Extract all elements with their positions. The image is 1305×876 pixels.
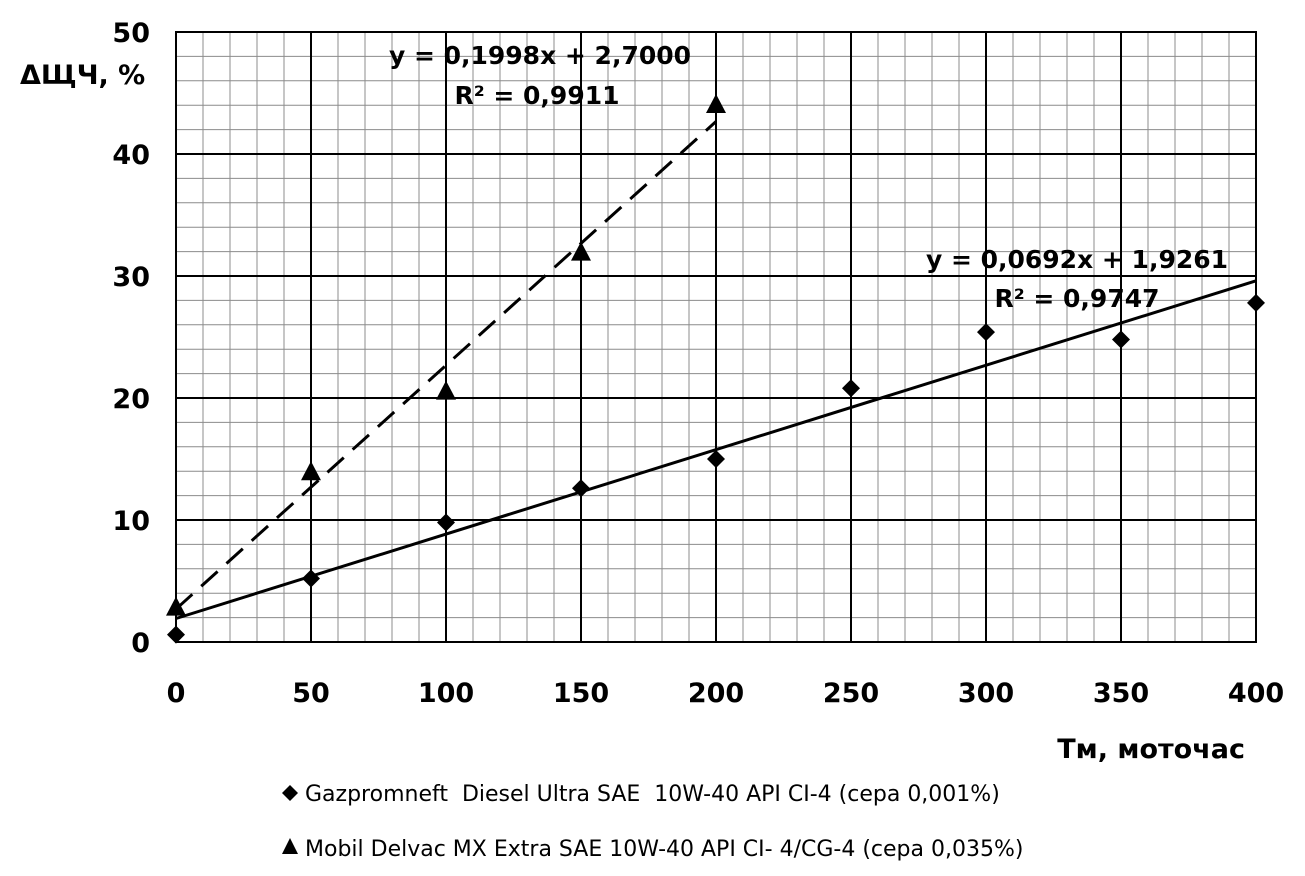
gazpromneft-point bbox=[1112, 330, 1130, 349]
mobil-point bbox=[571, 241, 591, 261]
legend-label-mobil: Mobil Delvac MX Extra SAE 10W-40 API CI-… bbox=[305, 837, 1023, 862]
gazpromneft-trend-equation: y = 0,0692x + 1,9261 bbox=[926, 245, 1228, 274]
tick-labels: 0 50 100 150 200 250 300 350 400 0 10 20 30 40 50 bbox=[112, 18, 1284, 709]
x-tick-label: 50 bbox=[292, 678, 330, 709]
mobil-trend-r2: R² = 0,9911 bbox=[454, 81, 619, 110]
x-tick-label: 400 bbox=[1228, 678, 1284, 709]
mobil-point bbox=[301, 461, 321, 481]
legend-label-gazpromneft: Gazpromneft Diesel Ultra SAE 10W-40 API … bbox=[305, 782, 1000, 807]
y-tick-label: 30 bbox=[112, 262, 150, 293]
legend-item-mobil: Mobil Delvac MX Extra SAE 10W-40 API CI-… bbox=[282, 837, 1023, 862]
mobil-point bbox=[166, 596, 186, 616]
x-tick-label: 350 bbox=[1093, 678, 1149, 709]
gazpromneft-point bbox=[302, 569, 320, 588]
y-tick-label: 10 bbox=[112, 506, 150, 537]
x-tick-label: 200 bbox=[688, 678, 744, 709]
x-tick-label: 100 bbox=[418, 678, 474, 709]
mobil-point bbox=[706, 93, 726, 113]
y-tick-label: 40 bbox=[112, 140, 150, 171]
x-tick-label: 250 bbox=[823, 678, 879, 709]
gazpromneft-point bbox=[977, 323, 995, 342]
gazpromneft-point bbox=[707, 450, 725, 468]
gazpromneft-trendline bbox=[175, 279, 1257, 620]
gazpromneft-trend-r2: R² = 0,9747 bbox=[994, 284, 1159, 313]
x-tick-label: 0 bbox=[167, 678, 186, 709]
legend-triangle-marker bbox=[282, 838, 298, 854]
x-tick-label: 300 bbox=[958, 678, 1014, 709]
gazpromneft-point bbox=[167, 625, 185, 644]
legend: Gazpromneft Diesel Ultra SAE 10W-40 API … bbox=[282, 782, 1023, 862]
y-axis-title: ΔЩЧ, % bbox=[20, 60, 145, 91]
mobil-point bbox=[436, 380, 456, 400]
y-tick-label: 0 bbox=[131, 628, 150, 659]
mobil-trendline bbox=[174, 120, 718, 611]
plot-area-frame bbox=[175, 31, 1257, 643]
y-tick-label: 20 bbox=[112, 384, 150, 415]
gazpromneft-point bbox=[842, 379, 860, 398]
mobil-trend-equation: y = 0,1998x + 2,7000 bbox=[389, 41, 691, 70]
legend-item-gazpromneft: Gazpromneft Diesel Ultra SAE 10W-40 API … bbox=[282, 782, 1000, 807]
data-points bbox=[166, 93, 1265, 644]
gazpromneft-point bbox=[437, 513, 455, 532]
legend-diamond-marker bbox=[282, 785, 298, 801]
x-tick-label: 150 bbox=[553, 678, 609, 709]
y-tick-label: 50 bbox=[112, 18, 150, 49]
gazpromneft-point bbox=[1247, 293, 1265, 312]
x-axis-title: Тм, моточас bbox=[1057, 734, 1245, 765]
gazpromneft-point bbox=[572, 479, 590, 498]
trendlines bbox=[174, 120, 1257, 620]
